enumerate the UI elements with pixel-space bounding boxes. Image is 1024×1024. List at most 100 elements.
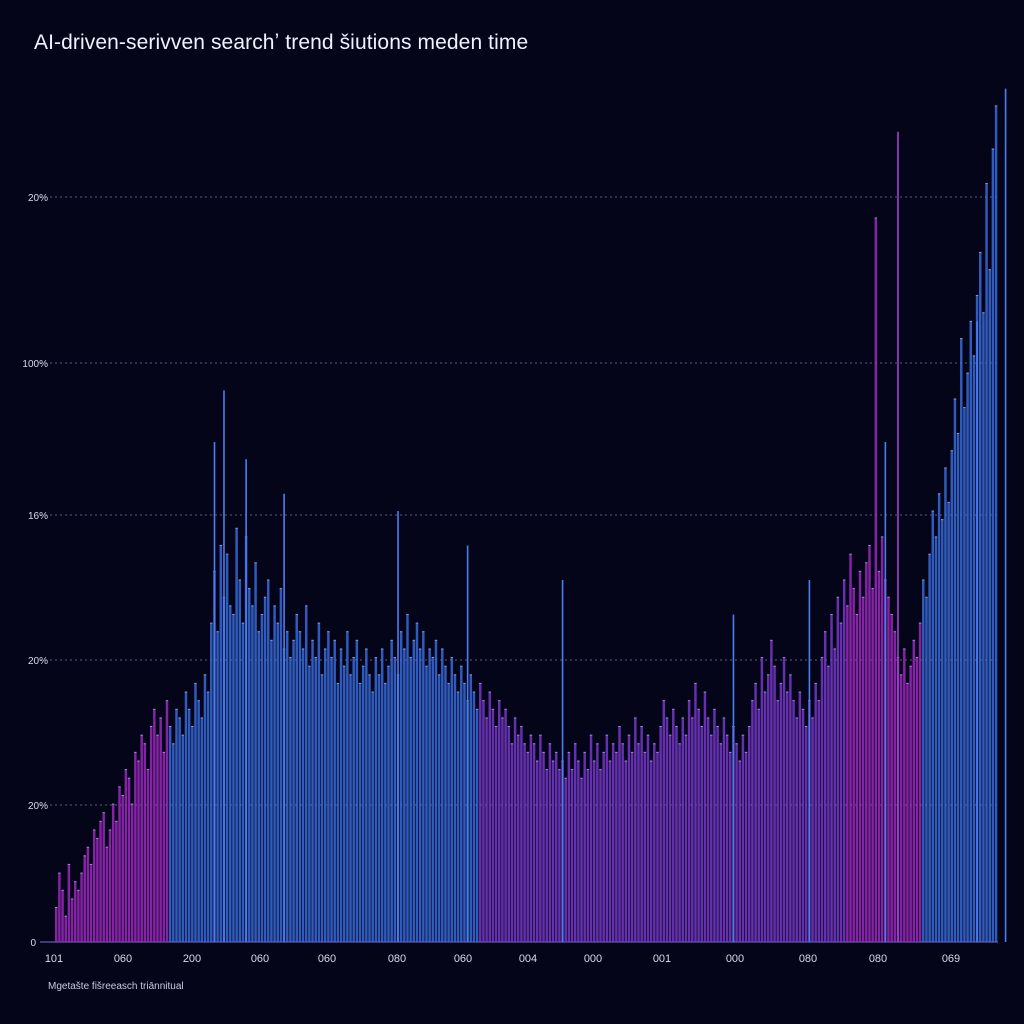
chart-bar: [649, 760, 653, 942]
chart-bar: [573, 743, 577, 942]
chart-bar: [706, 717, 710, 942]
chart-bar: [450, 657, 454, 942]
chart-bar: [412, 640, 416, 942]
chart-bar: [760, 657, 764, 942]
chart-bar: [570, 769, 574, 942]
chart-bar: [833, 648, 836, 942]
chart-bar: [308, 666, 311, 942]
chart-bar: [893, 631, 897, 942]
chart-bar: [842, 579, 846, 942]
chart-bar: [694, 683, 697, 942]
x-tick-label: 069: [942, 953, 960, 965]
chart-bar: [92, 829, 96, 942]
chart-bar: [184, 692, 188, 942]
chart-bar: [248, 588, 251, 942]
chart-bar: [542, 752, 545, 942]
chart-bar: [105, 847, 109, 942]
chart-bar: [681, 717, 685, 942]
chart-bar: [390, 640, 393, 942]
chart-bar: [558, 769, 561, 942]
chart-bar: [108, 829, 112, 942]
chart-bar: [475, 709, 479, 942]
chart-bar: [722, 717, 726, 942]
chart-bar: [795, 717, 798, 942]
chart-bar: [719, 743, 722, 942]
chart-bar: [618, 726, 621, 942]
chart-bar: [564, 778, 567, 942]
chart-bar: [903, 648, 906, 942]
chart-bar: [460, 666, 463, 942]
chart-bar: [963, 407, 966, 942]
chart-bar: [966, 373, 969, 943]
chart-bar: [608, 760, 612, 942]
chart-bar: [355, 640, 359, 942]
chart-bar: [89, 864, 93, 942]
chart-bar: [782, 657, 786, 942]
chart-bar: [988, 269, 991, 942]
chart-bar: [918, 623, 922, 942]
chart-bar: [235, 528, 238, 942]
chart-bar: [517, 735, 520, 942]
chart-bar: [820, 657, 824, 942]
chart-bar: [994, 105, 998, 943]
chart-bar: [162, 752, 166, 942]
chart-bar: [99, 821, 102, 942]
chart-bar: [488, 692, 491, 942]
chart-bar: [444, 666, 447, 942]
chart-bar: [254, 562, 257, 942]
chart-bar: [498, 700, 501, 942]
chart-bar: [491, 709, 495, 942]
chart-bar: [523, 743, 526, 942]
chart-bar: [286, 631, 289, 942]
chart-bar: [697, 709, 700, 942]
chart-bar: [909, 666, 912, 942]
chart-bar: [137, 760, 140, 942]
chart-bar: [985, 183, 988, 942]
chart-bar: [789, 674, 792, 942]
chart-bar: [906, 683, 909, 942]
chart-bar: [710, 735, 713, 942]
chart-bar: [80, 873, 83, 942]
chart-bar: [428, 648, 431, 942]
chart-bar: [656, 752, 659, 942]
x-tick-label: 004: [519, 953, 537, 965]
chart-bar: [298, 631, 302, 942]
chart-bar: [735, 743, 738, 942]
chart-bar: [583, 752, 586, 942]
chart-bar: [846, 605, 849, 942]
chart-bar: [836, 597, 840, 942]
chart-bar: [441, 648, 444, 942]
chart-bar: [744, 752, 748, 942]
chart-bar: [172, 743, 175, 942]
chart-footnote: Mgetašte fišreeasch triānnitual: [48, 981, 184, 992]
x-tick-label: 060: [454, 953, 472, 965]
chart-bar: [991, 148, 995, 942]
y-tick-label: 0: [30, 938, 36, 949]
chart-bar: [785, 692, 789, 942]
chart-bar: [437, 674, 441, 942]
y-tick-label: 20%: [28, 656, 48, 667]
chart-bar: [798, 692, 802, 942]
chart-bar: [317, 623, 321, 942]
chart-bar: [589, 735, 593, 942]
chart-bar: [535, 760, 539, 942]
chart-bar: [947, 502, 950, 942]
chart-bar: [763, 692, 767, 942]
chart-bar: [368, 674, 371, 942]
chart-bar: [127, 778, 131, 942]
chart-bar: [115, 821, 118, 942]
chart-bar: [865, 562, 868, 942]
chart-bar: [134, 752, 137, 942]
chart-bar: [713, 709, 716, 942]
chart-bar: [839, 623, 843, 942]
chart-bar: [276, 623, 279, 942]
chart-bar: [482, 700, 485, 942]
chart-bar: [301, 648, 305, 942]
chart-bar: [485, 717, 488, 942]
chart-bar: [877, 571, 881, 942]
chart-bar: [504, 709, 507, 942]
chart-bar: [479, 683, 482, 942]
chart-bar: [586, 769, 590, 942]
chart-bar: [121, 795, 124, 942]
